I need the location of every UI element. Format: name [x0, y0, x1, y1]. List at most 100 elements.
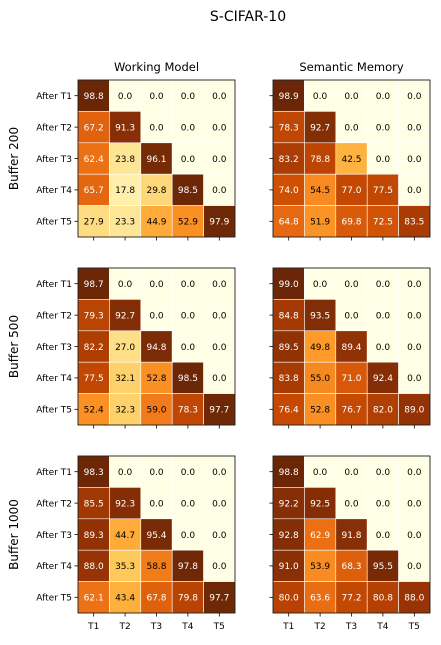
- x-tick-label: T3: [345, 622, 357, 632]
- heatmap-cell: [140, 173, 173, 206]
- cell-value-label: 0.0: [181, 280, 196, 290]
- heatmap-cell: [335, 581, 368, 614]
- cell-value-label: 0.0: [212, 562, 227, 572]
- heatmap-cell: [272, 173, 305, 206]
- cell-value-label: 0.0: [407, 499, 422, 509]
- column-title-working-model: Working Model: [114, 60, 199, 74]
- heatmap-cell: [398, 142, 431, 175]
- heatmap-cell: [304, 173, 337, 206]
- cell-value-label: 64.8: [279, 218, 299, 228]
- x-tick-label: T5: [213, 622, 225, 632]
- heatmap-cell: [398, 581, 431, 614]
- y-tick-label: After T3: [36, 155, 72, 165]
- cell-value-label: 0.0: [181, 311, 196, 321]
- heatmap-cell: [109, 393, 142, 426]
- cell-value-label: 0.0: [181, 123, 196, 133]
- heatmap-cell: [171, 173, 204, 206]
- heatmap-cell: [272, 393, 305, 426]
- cell-value-label: 78.3: [178, 406, 198, 416]
- cell-value-label: 74.0: [279, 186, 299, 196]
- cell-value-label: 78.8: [310, 155, 330, 165]
- cell-value-label: 89.4: [341, 343, 361, 353]
- heatmap-cell: [77, 393, 110, 426]
- cell-value-label: 0.0: [149, 468, 164, 478]
- heatmap-cell: [109, 487, 142, 520]
- row-title-buffer-200: Buffer 200: [7, 127, 21, 190]
- cell-value-label: 62.9: [310, 531, 330, 541]
- cell-value-label: 23.3: [115, 218, 135, 228]
- cell-value-label: 0.0: [407, 468, 422, 478]
- cell-value-label: 94.8: [146, 343, 166, 353]
- cell-value-label: 0.0: [212, 468, 227, 478]
- panel-buffer-500-working-model: 98.7 0.0 0.0 0.0 0.0 79.3 92.7 0.0 0.0 0.0 82.2 27.…: [36, 267, 236, 429]
- cell-value-label: 91.3: [115, 123, 135, 133]
- cell-value-label: 0.0: [407, 531, 422, 541]
- heatmap-cell: [77, 205, 110, 238]
- heatmap-cell: [171, 361, 204, 394]
- heatmap-cell: [304, 518, 337, 551]
- heatmap-cell: [203, 173, 236, 206]
- cell-value-label: 0.0: [376, 155, 391, 165]
- cell-value-label: 0.0: [376, 343, 391, 353]
- cell-value-label: 67.8: [146, 594, 166, 604]
- cell-value-label: 0.0: [118, 468, 133, 478]
- cell-value-label: 77.0: [341, 186, 361, 196]
- y-tick-label: After T4: [36, 186, 72, 196]
- y-tick-label: After T1: [36, 92, 72, 102]
- y-tick-label: After T2: [36, 499, 72, 509]
- cell-value-label: 92.3: [115, 499, 135, 509]
- cell-value-label: 0.0: [181, 92, 196, 102]
- cell-value-label: 62.1: [84, 594, 104, 604]
- cell-value-label: 67.2: [84, 123, 104, 133]
- heatmap-cell: [366, 393, 399, 426]
- y-tick-label: After T1: [36, 468, 72, 478]
- cell-value-label: 89.3: [84, 531, 104, 541]
- column-title-semantic-memory: Semantic Memory: [299, 60, 404, 74]
- cell-value-label: 92.8: [279, 531, 299, 541]
- cell-value-label: 98.5: [178, 186, 198, 196]
- cell-value-label: 95.4: [146, 531, 166, 541]
- heatmap-cell: [398, 267, 431, 300]
- cell-value-label: 63.6: [310, 594, 330, 604]
- heatmap-cell: [335, 299, 368, 332]
- heatmap-cell: [398, 518, 431, 551]
- x-tick-label: T5: [408, 622, 420, 632]
- cell-value-label: 0.0: [149, 280, 164, 290]
- x-tick-label: T4: [181, 622, 193, 632]
- cell-value-label: 54.5: [310, 186, 330, 196]
- heatmap-cell: [335, 267, 368, 300]
- cell-value-label: 0.0: [407, 374, 422, 384]
- cell-value-label: 0.0: [407, 155, 422, 165]
- heatmap-cell: [335, 111, 368, 144]
- cell-value-label: 0.0: [118, 280, 133, 290]
- heatmap-cell: [335, 549, 368, 582]
- cell-value-label: 0.0: [407, 186, 422, 196]
- cell-value-label: 53.9: [310, 562, 330, 572]
- cell-value-label: 0.0: [181, 468, 196, 478]
- y-tick-label: After T2: [36, 311, 72, 321]
- x-tick-label: T3: [150, 622, 162, 632]
- cell-value-label: 0.0: [212, 499, 227, 509]
- cell-value-label: 0.0: [376, 499, 391, 509]
- heatmap-cell: [304, 393, 337, 426]
- cell-value-label: 97.9: [209, 218, 229, 228]
- cell-value-label: 97.7: [209, 594, 229, 604]
- figure-title: S-CIFAR-10: [210, 9, 286, 25]
- cell-value-label: 0.0: [407, 343, 422, 353]
- cell-value-label: 77.2: [341, 594, 361, 604]
- cell-value-label: 88.0: [84, 562, 104, 572]
- heatmap-cell: [304, 487, 337, 520]
- heatmap-cell: [140, 487, 173, 520]
- cell-value-label: 0.0: [212, 186, 227, 196]
- heatmap-cell: [140, 330, 173, 363]
- heatmap-cell: [304, 549, 337, 582]
- cell-value-label: 72.5: [373, 218, 393, 228]
- heatmap-cell: [171, 549, 204, 582]
- cell-value-label: 92.7: [310, 123, 330, 133]
- cell-value-label: 0.0: [118, 92, 133, 102]
- heatmap-cell: [366, 455, 399, 488]
- heatmap-cell: [272, 330, 305, 363]
- cell-value-label: 0.0: [181, 343, 196, 353]
- cell-value-label: 98.8: [84, 92, 104, 102]
